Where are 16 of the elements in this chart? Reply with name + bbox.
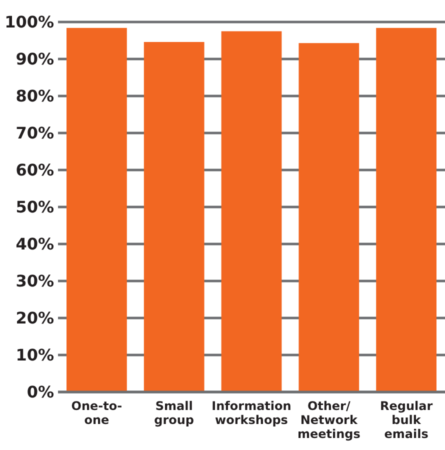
x-tick-label: Other/ Network meetings [297,399,360,441]
y-tick-label: 60% [16,160,54,180]
y-tick-label: 10% [16,346,54,365]
y-tick-label: 0% [26,382,54,402]
x-tick-label: Regular bulk emails [380,399,433,441]
y-tick-label: 100% [4,12,54,32]
y-tick-label: 70% [16,124,54,143]
x-tick-label: Small group [154,399,194,427]
y-tick-label: 80% [16,86,54,106]
x-tick-label: Information workshops [212,399,292,427]
y-tick-label: 30% [16,272,54,291]
x-tick-label: One-to- one [71,399,122,427]
y-tick-label: 40% [16,234,54,254]
y-tick-label: 50% [16,198,54,217]
y-tick-label: 20% [16,308,54,328]
y-tick-label: 90% [16,50,54,69]
